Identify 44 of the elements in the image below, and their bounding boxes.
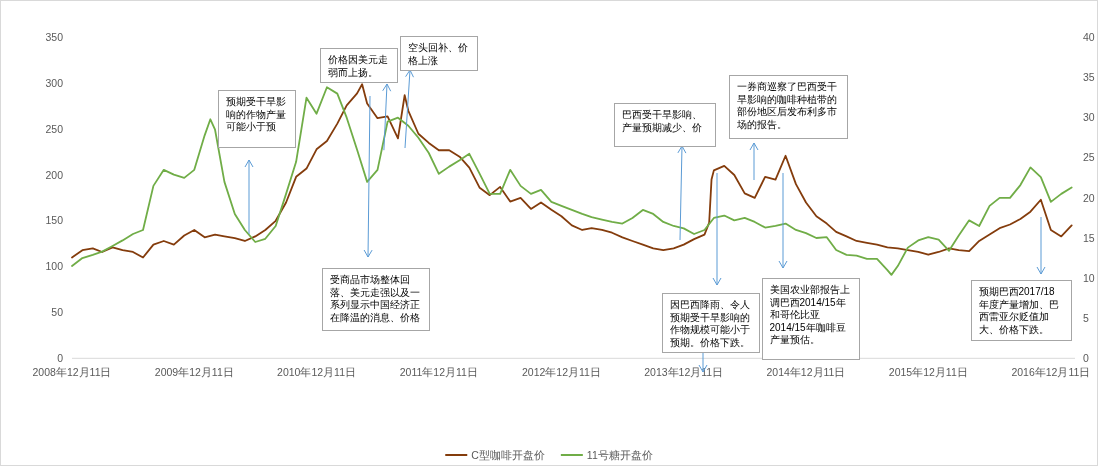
x-tick: 2012年12月11日 (521, 366, 601, 378)
annotation: 受商品市场整体回落、美元走强以及一系列显示中国经济正在降温的消息、价格 (322, 268, 430, 331)
annotation: 因巴西降雨、令人预期受干旱影响的作物规模可能小于预期。价格下跌。 (662, 293, 760, 353)
x-tick: 2013年12月11日 (644, 366, 724, 378)
y2-tick: 5 (1083, 311, 1089, 324)
y-tick: 350 (45, 31, 63, 44)
annotation: 预期受干旱影响的作物产量可能小于预 (218, 90, 296, 148)
y2-tick: 40 (1083, 31, 1095, 44)
y-tick: 150 (45, 214, 63, 227)
x-tick: 2008年12月11日 (32, 366, 112, 378)
y2-tick: 25 (1083, 151, 1095, 164)
x-tick: 2009年12月11日 (154, 366, 234, 378)
y-tick: 0 (57, 351, 63, 364)
x-tick: 2016年12月11日 (1011, 366, 1091, 378)
y2-tick: 15 (1083, 231, 1095, 244)
y2-tick: 10 (1083, 271, 1095, 284)
annotation: 一券商巡察了巴西受干旱影响的咖啡种植带的部份地区后发布利多市场的报告。 (735, 81, 837, 130)
y-tick: 100 (45, 260, 63, 273)
x-tick: 2011年12月11日 (399, 366, 478, 378)
annotation: 预期巴西2017/18年度产量增加、巴西雷亚尔贬值加大、价格下跌。 (978, 286, 1059, 335)
annotation: 受商品市场整体回落、美元走强以及一系列显示中国经济正在降温的消息、价格 (329, 274, 420, 323)
y2-tick: 20 (1083, 191, 1095, 204)
y-tick: 50 (51, 306, 63, 319)
annotation: 空头回补、价格上涨 (400, 36, 478, 71)
annotation: 因巴西降雨、令人预期受干旱影响的作物规模可能小于预期。价格下跌。 (668, 299, 750, 348)
annotation: 价格因美元走弱而上扬。 (320, 48, 398, 83)
y2-tick: 35 (1083, 71, 1095, 84)
y2-tick: 0 (1083, 351, 1089, 364)
y-tick: 300 (45, 76, 63, 89)
annotation: 美国农业部报告上调巴西2014/15年和哥伦比亚2014/15年咖啡豆产量预估。 (762, 278, 860, 360)
annotation: 巴西受干旱影响、产量预期减少、价 (621, 109, 702, 133)
x-tick: 2014年12月11日 (766, 366, 846, 378)
annotation: 一券商巡察了巴西受干旱影响的咖啡种植带的部份地区后发布利多市场的报告。 (729, 75, 848, 139)
y-tick: 200 (45, 168, 63, 181)
annotation: 空头回补、价格上涨 (406, 42, 468, 66)
annotation: 预期受干旱影响的作物产量可能小于预 (225, 96, 286, 132)
annotation: 预期巴西2017/18年度产量增加、巴西雷亚尔贬值加大、价格下跌。 (971, 280, 1072, 341)
x-tick: 2010年12月11日 (277, 366, 356, 378)
x-tick: 2015年12月11日 (888, 366, 968, 378)
annotation: 价格因美元走弱而上扬。 (326, 54, 388, 78)
y-tick: 250 (45, 122, 63, 135)
annotation: 巴西受干旱影响、产量预期减少、价 (614, 103, 716, 147)
y2-tick: 30 (1083, 111, 1095, 124)
annotation: 美国农业部报告上调巴西2014/15年和哥伦比亚2014/15年咖啡豆产量预估。 (769, 284, 850, 345)
